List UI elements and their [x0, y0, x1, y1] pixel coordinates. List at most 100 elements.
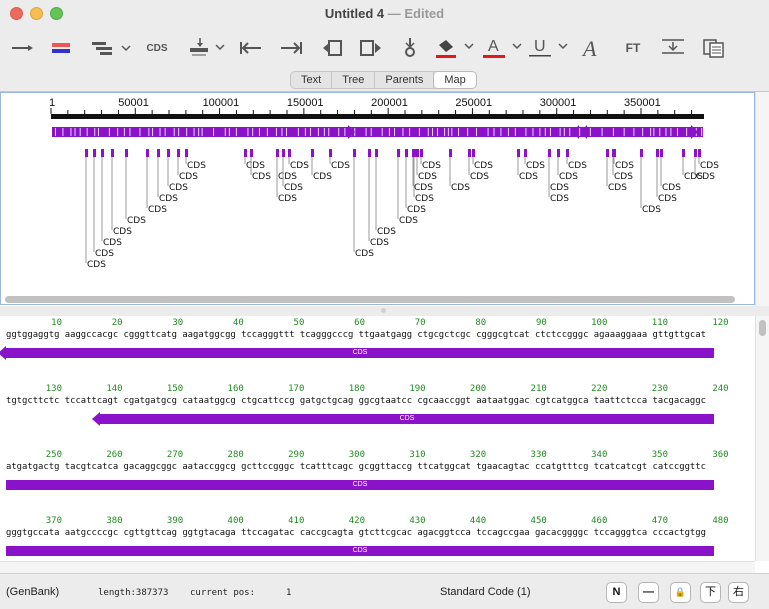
dash-button[interactable]: —: [638, 582, 659, 603]
pane-splitter[interactable]: [0, 306, 769, 316]
feature-gap: [409, 128, 411, 136]
sequence-text-pane[interactable]: 10 20 30 40 50 60 70 80 90 100 110 120 ggtggaggtg aa…: [0, 316, 755, 561]
cds-label: CDS: [278, 194, 297, 204]
position-number: 150: [166, 384, 184, 394]
cds-label: CDS: [526, 161, 545, 171]
sequence-block[interactable]: 250 260 270 280 290 300 310 320 330 340 350 360 atga…: [0, 450, 755, 510]
cds-label: CDS: [414, 183, 433, 193]
next-icon[interactable]: [358, 36, 384, 60]
position-number: 390: [166, 516, 184, 526]
cds-block: [185, 149, 188, 157]
feature-gap: [569, 128, 571, 136]
close-button[interactable]: [10, 7, 23, 20]
map-horizontal-scroll-thumb[interactable]: [5, 296, 735, 303]
align-icon[interactable]: [660, 36, 686, 60]
feature-gap: [139, 128, 141, 136]
cds-feature-bar[interactable]: CDS: [92, 412, 714, 426]
cds-block: [566, 149, 569, 157]
sequence-bases[interactable]: atgatgactg tacgtcatca gacaggcggc aataccg…: [6, 462, 706, 472]
sequence-vertical-scrollbar[interactable]: [755, 316, 769, 561]
position-numbers: 370 380 390 400 410 420 430 440 450 460 470 480: [0, 516, 755, 528]
position-number: 360: [712, 450, 729, 460]
prev-icon[interactable]: [320, 36, 346, 60]
tab-parents[interactable]: Parents: [375, 72, 435, 88]
feature-gap: [563, 128, 565, 136]
feature-gap: [55, 128, 56, 136]
tab-text[interactable]: Text: [291, 72, 333, 88]
go-end-icon[interactable]: [278, 36, 304, 60]
cds-label: CDS: [159, 194, 178, 204]
cds-block: [282, 149, 285, 157]
cds-block: [111, 149, 114, 157]
feature-gap: [623, 128, 625, 136]
feature-gap: [304, 128, 306, 136]
cds-label: CDS: [684, 172, 703, 182]
font-icon[interactable]: A: [580, 36, 606, 60]
tab-tree[interactable]: Tree: [332, 72, 376, 88]
insert-icon[interactable]: [188, 36, 228, 60]
cds-block: [368, 149, 371, 157]
feature-gap: [297, 128, 299, 136]
cds-label: CDS: [474, 161, 493, 171]
strand-color-icon[interactable]: [50, 36, 74, 60]
feature-gap: [228, 128, 230, 136]
minimize-button[interactable]: [30, 7, 43, 20]
cds-label: CDS: [550, 183, 569, 193]
cds-feature-bar[interactable]: CDS: [6, 480, 714, 490]
horizontal-button[interactable]: 右: [728, 582, 749, 603]
cds-feature-label: CDS: [352, 349, 368, 356]
paint-icon[interactable]: [434, 36, 476, 60]
map-vertical-scrollbar[interactable]: [755, 92, 769, 306]
sequence-block[interactable]: 370 380 390 400 410 420 430 440 450 460 470 480 gggt…: [0, 516, 755, 561]
sequence-scroll-thumb[interactable]: [759, 320, 766, 336]
cds-feature-bar[interactable]: CDS: [6, 546, 714, 556]
n-button[interactable]: N: [606, 582, 627, 603]
splitter-handle[interactable]: [381, 308, 386, 313]
sequence-block[interactable]: 130 140 150 160 170 180 190 200 210 220 230 240 tgtg…: [0, 384, 755, 444]
sequence-horizontal-scrollbar[interactable]: [0, 561, 755, 573]
underline-icon[interactable]: U: [528, 36, 570, 60]
feature-gap: [467, 128, 469, 136]
text-color-icon[interactable]: A: [482, 36, 524, 60]
lock-button[interactable]: 🔒: [670, 582, 691, 603]
tab-map[interactable]: Map: [434, 72, 476, 88]
sequence-bases[interactable]: tgtgcttctc tccattcagt cgatgatgcg cataatg…: [6, 396, 706, 406]
genome-map[interactable]: 1 50001 100001 150001 200001 250001 300001 3500…: [1, 93, 755, 305]
position-numbers: 130 140 150 160 170 180 190 200 210 220 230 240: [0, 384, 755, 396]
sequence-block[interactable]: 10 20 30 40 50 60 70 80 90 100 110 120 ggtggaggtg aa…: [0, 318, 755, 378]
cds-block: [288, 149, 291, 157]
feature-gap: [589, 128, 591, 136]
position-number: 10: [51, 318, 62, 328]
zoom-button[interactable]: [50, 7, 63, 20]
position-number: 250: [45, 450, 62, 460]
position-number: 430: [409, 516, 426, 526]
feature-gap: [108, 128, 110, 136]
cds-block: [146, 149, 149, 157]
sequence-map-pane[interactable]: 1 50001 100001 150001 200001 250001 300001 3500…: [0, 92, 755, 305]
layers-icon[interactable]: [90, 36, 134, 60]
vertical-button[interactable]: 下: [700, 582, 721, 603]
feature-arrow: [572, 125, 579, 139]
cds-feature-bar[interactable]: CDS: [0, 346, 714, 360]
line-icon[interactable]: [10, 36, 34, 60]
feature-gap: [344, 128, 346, 136]
cds-label: CDS: [519, 172, 538, 182]
cds-label: CDS: [608, 183, 627, 193]
ruler-label: 150001: [287, 97, 324, 109]
genetic-code-label[interactable]: Standard Code (1): [440, 586, 531, 598]
sequence-bases[interactable]: ggtggaggtg aaggccacgc cgggttcatg aagatgg…: [6, 330, 706, 340]
svg-text:A: A: [488, 38, 499, 55]
anchor-icon[interactable]: [400, 36, 420, 60]
position-number: 190: [409, 384, 426, 394]
cds-label: CDS: [113, 227, 132, 237]
cds-label: CDS: [700, 161, 719, 171]
sequence-bases[interactable]: gggtgccata aatgccccgc cgttgttcag ggtgtac…: [6, 528, 706, 538]
position-numbers: 10 20 30 40 50 60 70 80 90 100 110 120: [0, 318, 755, 330]
copy-icon[interactable]: [701, 36, 727, 60]
feature-gap: [198, 128, 200, 136]
position-number: 60: [354, 318, 365, 328]
cds-icon[interactable]: CDS: [146, 42, 168, 54]
position-number: 270: [166, 450, 184, 460]
go-start-icon[interactable]: [238, 36, 264, 60]
ft-icon[interactable]: FT: [625, 41, 641, 55]
